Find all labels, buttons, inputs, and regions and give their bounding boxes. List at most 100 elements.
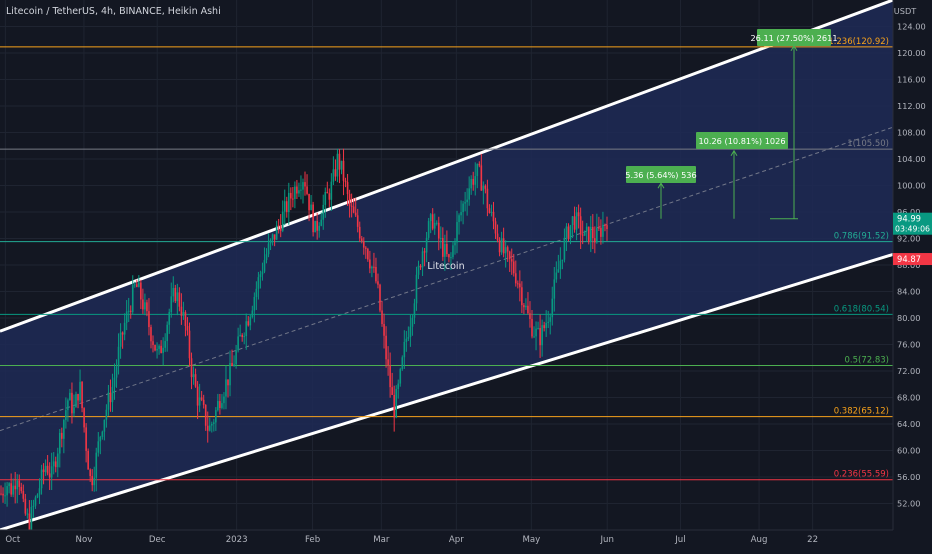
instrument-label: Litecoin bbox=[427, 261, 464, 272]
candle-body bbox=[332, 169, 335, 182]
candle-body bbox=[389, 365, 391, 388]
price-tick-label: 104.00 bbox=[897, 154, 926, 164]
candle-body bbox=[500, 238, 503, 253]
price-tick-label: 116.00 bbox=[897, 75, 926, 85]
candle-body bbox=[54, 461, 57, 468]
candle-body bbox=[551, 298, 554, 318]
candle-body bbox=[589, 226, 592, 242]
candle-body bbox=[210, 423, 213, 426]
candle-body bbox=[257, 277, 260, 289]
candle-body bbox=[490, 211, 493, 213]
candle-body bbox=[129, 310, 132, 312]
candle-body bbox=[275, 225, 278, 240]
candle-body bbox=[223, 396, 225, 404]
candle-body bbox=[419, 265, 422, 268]
candle-body bbox=[115, 366, 118, 378]
time-tick-label: Aug bbox=[751, 535, 768, 545]
candle-body bbox=[283, 201, 286, 212]
candle-body bbox=[425, 237, 428, 253]
candle-body bbox=[81, 381, 83, 409]
candle-body bbox=[598, 227, 600, 229]
candle-body bbox=[166, 324, 169, 342]
candle-body bbox=[308, 193, 310, 211]
candle-body bbox=[22, 491, 25, 499]
candle-body bbox=[160, 345, 162, 353]
candle-body bbox=[435, 222, 438, 224]
candle-body bbox=[591, 226, 594, 239]
candle-body bbox=[267, 243, 270, 255]
candle-body bbox=[367, 248, 369, 260]
candle-body bbox=[10, 483, 12, 495]
candle-body bbox=[358, 226, 361, 239]
price-tick-label: 64.00 bbox=[897, 419, 920, 429]
candle-body bbox=[585, 226, 588, 231]
candle-body bbox=[249, 317, 252, 326]
candle-body bbox=[362, 241, 365, 248]
candle-body bbox=[559, 260, 562, 270]
price-axis[interactable] bbox=[893, 0, 932, 550]
candle-body bbox=[14, 485, 17, 490]
time-axis[interactable] bbox=[0, 530, 932, 550]
candle-body bbox=[184, 312, 187, 326]
candle-body bbox=[448, 254, 450, 258]
chart-title: Litecoin / TetherUS, 4h, BINANCE, Heikin… bbox=[6, 6, 221, 17]
price-tick-label: 52.00 bbox=[897, 499, 920, 509]
candle-body bbox=[273, 234, 276, 240]
price-tick-label: 76.00 bbox=[897, 340, 920, 350]
candle-body bbox=[229, 362, 231, 386]
candle-body bbox=[77, 394, 79, 401]
channel-upper-line[interactable] bbox=[0, 0, 894, 333]
candle-body bbox=[176, 292, 179, 302]
candle-body bbox=[452, 245, 454, 258]
candle-body bbox=[170, 296, 173, 313]
candle-body bbox=[474, 176, 477, 185]
target-label: 26.11 (27.50%) 2611 bbox=[750, 33, 837, 43]
candle-body bbox=[383, 324, 385, 336]
candle-body bbox=[413, 303, 416, 318]
candle-body bbox=[567, 226, 570, 240]
candle-body bbox=[525, 305, 527, 308]
candle-body bbox=[95, 452, 98, 478]
candle-body bbox=[484, 185, 487, 189]
candle-body bbox=[162, 347, 164, 353]
candle-body bbox=[111, 386, 114, 403]
candle-body bbox=[569, 225, 572, 240]
price-tick-label: 100.00 bbox=[897, 181, 926, 191]
target-arrow-head bbox=[657, 182, 665, 189]
candle-body bbox=[555, 272, 558, 280]
candle-body bbox=[486, 188, 489, 209]
candle-body bbox=[342, 160, 345, 181]
candle-body bbox=[387, 359, 389, 366]
candle-body bbox=[391, 387, 393, 395]
channel-lower-line[interactable] bbox=[0, 252, 894, 532]
candle-body bbox=[239, 334, 241, 337]
target-label-box bbox=[757, 29, 831, 46]
time-tick-label: Jul bbox=[674, 535, 685, 545]
candle-body bbox=[71, 392, 73, 414]
candle-body bbox=[186, 325, 189, 331]
fib-level-label: 0.236(55.59) bbox=[834, 470, 889, 480]
candle-body bbox=[462, 203, 464, 213]
target-label: 5.36 (5.64%) 536 bbox=[625, 170, 696, 180]
candle-body bbox=[344, 180, 347, 183]
candle-body bbox=[188, 330, 191, 359]
candle-body bbox=[320, 219, 323, 226]
candle-body bbox=[549, 317, 552, 322]
candle-body bbox=[482, 185, 485, 191]
candle-body bbox=[377, 281, 379, 285]
candle-body bbox=[476, 163, 479, 177]
candle-body bbox=[61, 432, 63, 439]
candle-body bbox=[265, 254, 268, 261]
candle-body bbox=[253, 296, 256, 311]
candle-body bbox=[217, 401, 219, 411]
candle-body bbox=[294, 186, 296, 199]
candle-body bbox=[192, 374, 195, 378]
candle-body bbox=[121, 332, 124, 335]
candle-body bbox=[208, 425, 211, 431]
fib-level-label: 1.236(120.92) bbox=[828, 37, 889, 47]
price-tick-label: 60.00 bbox=[897, 446, 920, 456]
time-tick-label: 22 bbox=[807, 535, 818, 545]
candle-body bbox=[148, 311, 150, 328]
